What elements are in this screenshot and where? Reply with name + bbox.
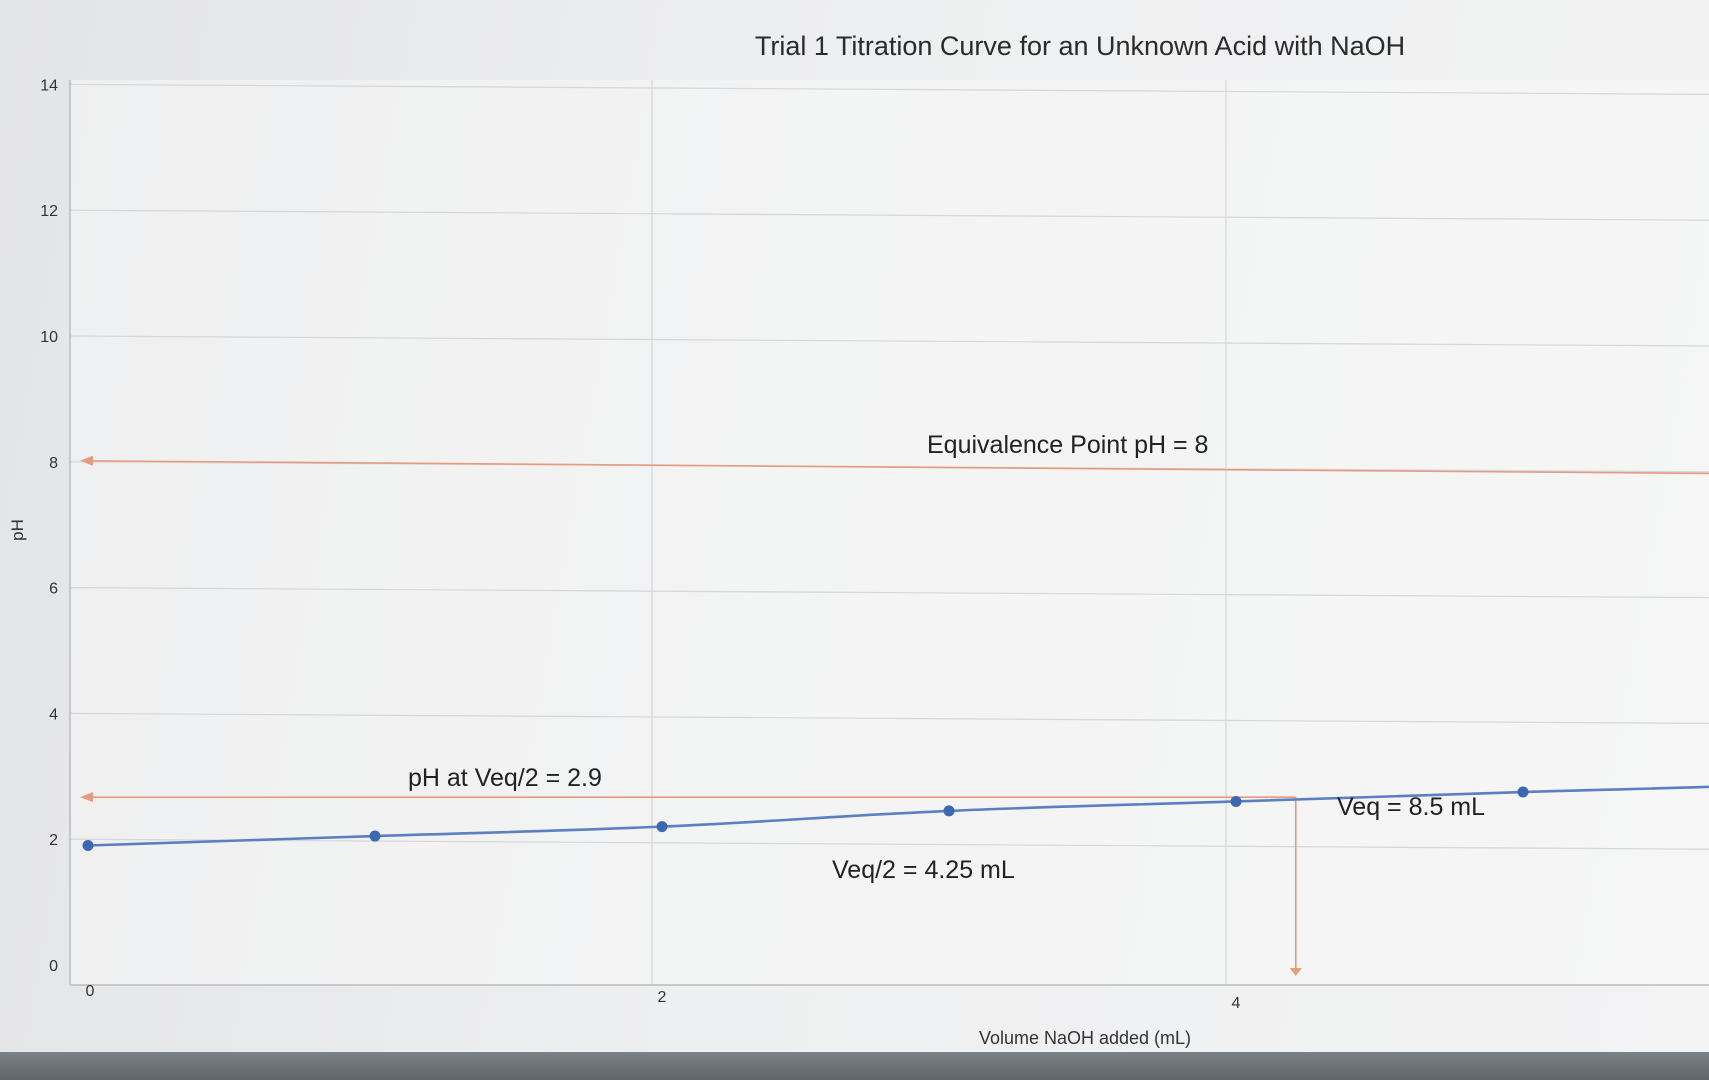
y-tick-label: 4: [49, 706, 58, 723]
annotation-half-equivalence-ph: pH at Veq/2 = 2.9: [408, 764, 602, 792]
data-point: [1517, 786, 1529, 798]
equivalence-ph-arrowhead: [80, 455, 93, 466]
data-series: [82, 785, 1709, 851]
x-tick-label: 0: [86, 983, 95, 1000]
y-tick-label: 0: [49, 958, 58, 975]
y-gridline: [69, 209, 1709, 221]
y-axis-label: pH: [8, 519, 27, 541]
y-tick-label: 6: [49, 581, 58, 598]
x-tick-label: 2: [658, 989, 667, 1006]
plot-area: [70, 80, 1709, 985]
series-line: [87, 785, 1709, 847]
x-tick-label: 4: [1232, 995, 1241, 1012]
half-equivalence-volume-arrowhead: [1289, 968, 1302, 976]
data-point: [656, 821, 668, 833]
y-tick-label: 8: [49, 455, 58, 472]
axes: [69, 80, 1709, 986]
y-tick-label: 10: [40, 329, 58, 346]
data-point: [369, 830, 381, 842]
guide-lines: [80, 455, 1709, 976]
y-gridline: [69, 712, 1709, 725]
data-point: [82, 839, 94, 851]
y-gridline: [69, 586, 1709, 599]
equivalence-ph-guide: [85, 460, 1709, 475]
data-point: [943, 805, 955, 817]
y-tick-label: 12: [40, 203, 58, 220]
annotation-equivalence-volume: Veq = 8.5 mL: [1337, 793, 1485, 821]
annotation-equivalence-ph: Equivalence Point pH = 8: [927, 431, 1208, 459]
chart-title: Trial 1 Titration Curve for an Unknown A…: [755, 31, 1405, 61]
half-equivalence-ph-arrowhead: [80, 792, 93, 803]
tick-labels: 024681012140246810: [40, 77, 1241, 1012]
y-gridline: [69, 335, 1709, 347]
annotation-half-equivalence-volume: Veq/2 = 4.25 mL: [832, 856, 1015, 884]
data-point: [1230, 795, 1242, 807]
bottom-screen-edge: [0, 1052, 1709, 1080]
y-gridline: [69, 83, 1709, 96]
y-tick-label: 2: [49, 832, 58, 849]
y-gridline: [69, 838, 1709, 850]
x-axis-label: Volume NaOH added (mL): [979, 1028, 1191, 1048]
y-tick-label: 14: [40, 77, 58, 94]
